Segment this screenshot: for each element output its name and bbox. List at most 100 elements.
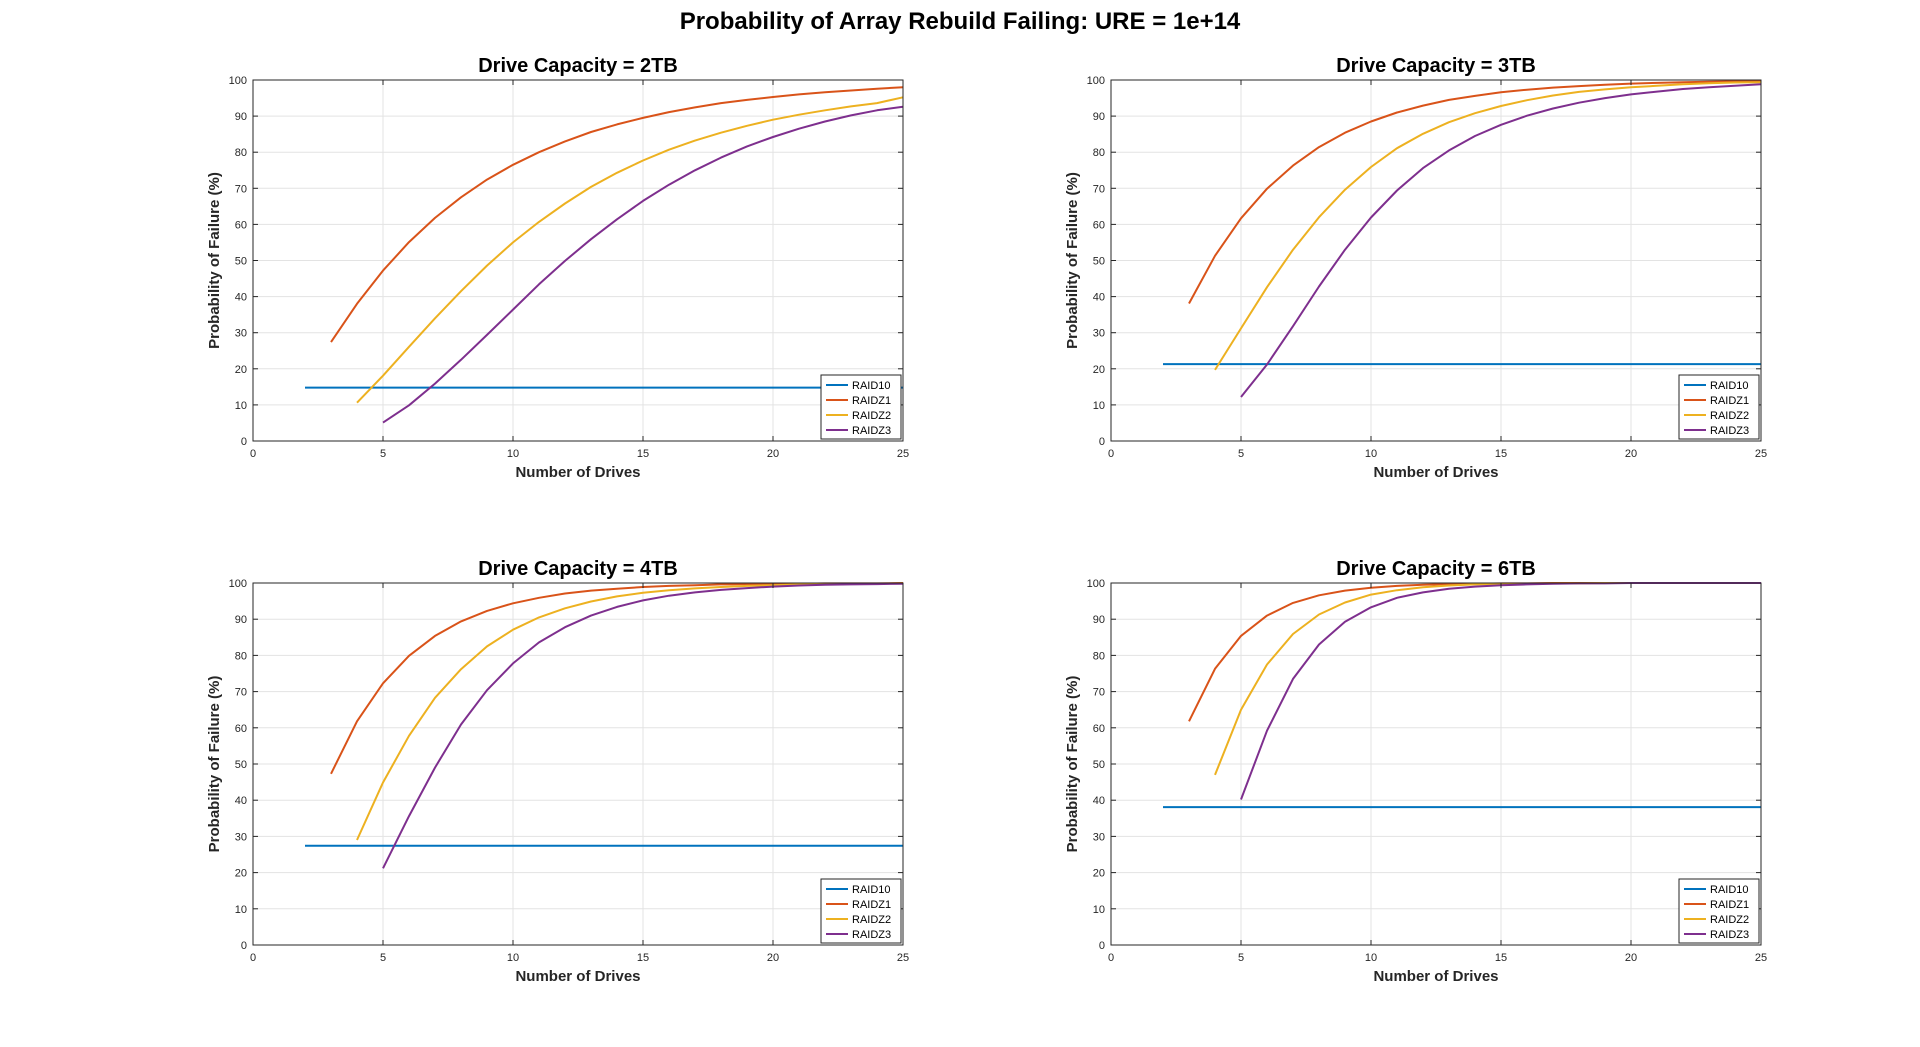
y-tick-label: 30 xyxy=(235,328,247,340)
legend-label-raid10: RAID10 xyxy=(1710,380,1749,392)
y-tick-label: 0 xyxy=(1099,436,1105,448)
y-tick-label: 70 xyxy=(1093,183,1105,195)
y-tick-label: 40 xyxy=(1093,292,1105,304)
y-tick-label: 100 xyxy=(229,75,247,87)
y-tick-label: 70 xyxy=(1093,687,1105,699)
y-tick-label: 40 xyxy=(1093,795,1105,807)
legend-label-raid10: RAID10 xyxy=(1710,884,1749,896)
y-tick-label: 20 xyxy=(1093,868,1105,880)
y-tick-label: 60 xyxy=(1093,723,1105,735)
x-tick-label: 20 xyxy=(767,952,779,964)
y-tick-label: 10 xyxy=(1093,904,1105,916)
legend-label-raidz3: RAIDZ3 xyxy=(852,929,891,941)
x-tick-label: 5 xyxy=(380,448,386,460)
x-axis-label: Number of Drives xyxy=(1373,464,1498,481)
subplot-1: 0 5 10 15 20 25 0 10 20 30 40 50 60 70 80 90 100 Drive Ca… xyxy=(206,55,909,481)
y-tick-label: 90 xyxy=(235,111,247,123)
legend-label-raidz2: RAIDZ2 xyxy=(1710,914,1749,926)
y-tick-label: 70 xyxy=(235,687,247,699)
y-tick-label: 20 xyxy=(235,868,247,880)
series-line-raidz3 xyxy=(382,582,904,869)
x-tick-label: 10 xyxy=(1365,952,1377,964)
y-axis-label: Probability of Failure (%) xyxy=(206,172,223,349)
series-line-raidz3 xyxy=(1240,83,1762,398)
x-tick-label: 0 xyxy=(250,952,256,964)
x-tick-label: 25 xyxy=(1755,448,1767,460)
legend-label-raidz2: RAIDZ2 xyxy=(852,410,891,422)
x-tick-label: 0 xyxy=(1108,448,1114,460)
y-tick-label: 50 xyxy=(235,759,247,771)
x-tick-label: 15 xyxy=(637,448,649,460)
x-tick-label: 20 xyxy=(1625,448,1637,460)
x-tick-label: 5 xyxy=(1238,952,1244,964)
subplot-title: Drive Capacity = 6TB xyxy=(1336,558,1536,580)
legend-label-raidz1: RAIDZ1 xyxy=(852,899,891,911)
x-tick-label: 10 xyxy=(1365,448,1377,460)
x-tick-label: 25 xyxy=(897,448,909,460)
y-tick-label: 80 xyxy=(235,147,247,159)
x-tick-label: 0 xyxy=(1108,952,1114,964)
y-tick-label: 50 xyxy=(235,256,247,268)
y-axis-label: Probability of Failure (%) xyxy=(1064,172,1081,349)
series-line-raidz1 xyxy=(1188,80,1762,304)
legend: RAID10 RAIDZ1 RAIDZ2 RAIDZ3 xyxy=(820,374,902,440)
y-tick-label: 60 xyxy=(235,723,247,735)
y-tick-label: 90 xyxy=(1093,614,1105,626)
legend-label-raidz2: RAIDZ2 xyxy=(852,914,891,926)
x-axis-label: Number of Drives xyxy=(515,968,640,985)
y-tick-label: 20 xyxy=(1093,364,1105,376)
y-tick-label: 10 xyxy=(235,904,247,916)
x-tick-label: 0 xyxy=(250,448,256,460)
subplot-3: 0 5 10 15 20 25 0 10 20 30 40 50 60 70 80 90 100 Drive Ca… xyxy=(206,558,909,985)
legend-label-raidz3: RAIDZ3 xyxy=(1710,425,1749,437)
legend: RAID10 RAIDZ1 RAIDZ2 RAIDZ3 xyxy=(1678,878,1760,944)
x-tick-label: 15 xyxy=(637,952,649,964)
y-tick-label: 40 xyxy=(235,292,247,304)
subplot-title: Drive Capacity = 2TB xyxy=(478,55,678,77)
legend: RAID10 RAIDZ1 RAIDZ2 RAIDZ3 xyxy=(1678,374,1760,440)
y-axis-label: Probability of Failure (%) xyxy=(206,676,223,853)
y-tick-label: 30 xyxy=(1093,831,1105,843)
y-tick-label: 80 xyxy=(1093,147,1105,159)
y-tick-label: 40 xyxy=(235,795,247,807)
y-tick-label: 100 xyxy=(1087,75,1105,87)
x-tick-label: 25 xyxy=(1755,952,1767,964)
y-tick-label: 20 xyxy=(235,364,247,376)
x-axis-label: Number of Drives xyxy=(1373,968,1498,985)
legend-label-raidz1: RAIDZ1 xyxy=(1710,899,1749,911)
subplot-title: Drive Capacity = 3TB xyxy=(1336,55,1536,77)
x-tick-label: 10 xyxy=(507,448,519,460)
y-tick-label: 10 xyxy=(235,400,247,412)
y-tick-label: 30 xyxy=(1093,328,1105,340)
legend-label-raidz1: RAIDZ1 xyxy=(852,395,891,407)
series-line-raidz2 xyxy=(1214,81,1762,371)
legend-label-raidz3: RAIDZ3 xyxy=(1710,929,1749,941)
series-line-raidz3 xyxy=(382,105,904,424)
x-tick-label: 5 xyxy=(1238,448,1244,460)
y-tick-label: 30 xyxy=(235,831,247,843)
y-tick-label: 80 xyxy=(1093,650,1105,662)
x-tick-label: 25 xyxy=(897,952,909,964)
y-tick-label: 100 xyxy=(229,578,247,590)
y-tick-label: 10 xyxy=(1093,400,1105,412)
legend-label-raidz3: RAIDZ3 xyxy=(852,425,891,437)
series-line-raidz2 xyxy=(356,96,904,404)
y-tick-label: 0 xyxy=(241,940,247,952)
legend-label-raid10: RAID10 xyxy=(852,380,891,392)
subplot-4: 0 5 10 15 20 25 0 10 20 30 40 50 60 70 80 90 100 Drive Ca… xyxy=(1064,558,1767,985)
x-tick-label: 10 xyxy=(507,952,519,964)
legend-label-raidz1: RAIDZ1 xyxy=(1710,395,1749,407)
y-tick-label: 90 xyxy=(1093,111,1105,123)
x-tick-label: 20 xyxy=(1625,952,1637,964)
series-line-raidz1 xyxy=(330,86,904,343)
y-tick-label: 60 xyxy=(1093,219,1105,231)
y-tick-label: 50 xyxy=(1093,759,1105,771)
y-tick-label: 0 xyxy=(241,436,247,448)
legend-label-raid10: RAID10 xyxy=(852,884,891,896)
x-tick-label: 20 xyxy=(767,448,779,460)
y-tick-label: 0 xyxy=(1099,940,1105,952)
y-axis-label: Probability of Failure (%) xyxy=(1064,676,1081,853)
y-tick-label: 100 xyxy=(1087,578,1105,590)
legend: RAID10 RAIDZ1 RAIDZ2 RAIDZ3 xyxy=(820,878,902,944)
